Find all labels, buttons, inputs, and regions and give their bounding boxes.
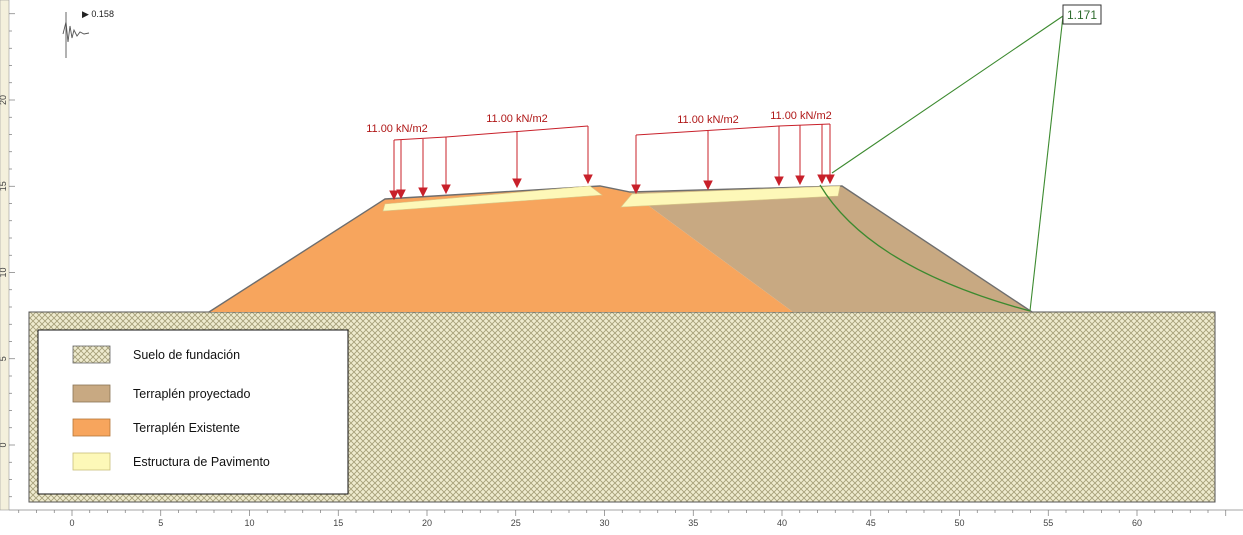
y-tick-label: 10	[0, 267, 8, 277]
x-tick-label: 10	[244, 518, 254, 528]
load-label: 11.00 kN/m2	[366, 123, 428, 135]
legend: Suelo de fundación Terraplén proyectado …	[37, 329, 349, 495]
legend-swatch-existing	[72, 418, 111, 437]
seismic-indicator: ▶ 0.158	[62, 9, 114, 58]
y-axis-ruler: 0 5 10 15 20	[0, 0, 15, 511]
existing-embankment-region	[209, 186, 793, 312]
distributed-load-4: 11.00 kN/m2	[770, 110, 835, 186]
x-tick-label: 55	[1043, 518, 1053, 528]
y-tick-label: 0	[0, 442, 8, 447]
y-tick-label: 20	[0, 95, 8, 105]
distributed-load-2: 11.00 kN/m2	[445, 113, 593, 189]
pavement-layer-left	[382, 185, 603, 212]
x-tick-label: 0	[69, 518, 74, 528]
embankment-outline	[208, 185, 1033, 313]
legend-label-pavement: Estructura de Pavimento	[133, 455, 270, 469]
factor-of-safety-value: 1.171	[1067, 8, 1097, 22]
x-tick-label: 35	[688, 518, 698, 528]
legend-label-foundation: Suelo de fundación	[133, 348, 240, 362]
x-tick-label: 60	[1132, 518, 1142, 528]
x-tick-label: 40	[777, 518, 787, 528]
load-label: 11.00 kN/m2	[677, 114, 739, 126]
distributed-load-3: 11.00 kN/m2	[631, 114, 784, 195]
critical-slip-surface	[819, 15, 1064, 312]
x-tick-label: 5	[158, 518, 163, 528]
load-label: 11.00 kN/m2	[770, 110, 832, 122]
x-tick-label: 20	[422, 518, 432, 528]
legend-swatch-foundation	[72, 345, 111, 364]
legend-label-existing: Terraplén Existente	[133, 421, 240, 435]
legend-swatch-pavement	[72, 452, 111, 471]
y-tick-label: 5	[0, 356, 8, 361]
legend-label-projected: Terraplén proyectado	[133, 387, 250, 401]
x-tick-label: 50	[954, 518, 964, 528]
projected-embankment-region	[630, 186, 1032, 312]
x-tick-label: 15	[333, 518, 343, 528]
seismic-value-label: ▶ 0.158	[82, 9, 114, 19]
factor-of-safety-label: 1.171	[1062, 4, 1102, 25]
x-tick-label: 45	[866, 518, 876, 528]
y-tick-label: 15	[0, 181, 8, 191]
x-tick-label: 30	[599, 518, 609, 528]
distributed-load-1: 11.00 kN/m2	[366, 123, 451, 201]
load-label: 11.00 kN/m2	[486, 113, 548, 125]
legend-swatch-projected	[72, 384, 111, 403]
x-axis-ruler: 0 5 10 15 20 25 30 35 40 45 50 55 60	[9, 509, 1243, 528]
pavement-layer-right	[620, 185, 841, 208]
x-tick-label: 25	[511, 518, 521, 528]
